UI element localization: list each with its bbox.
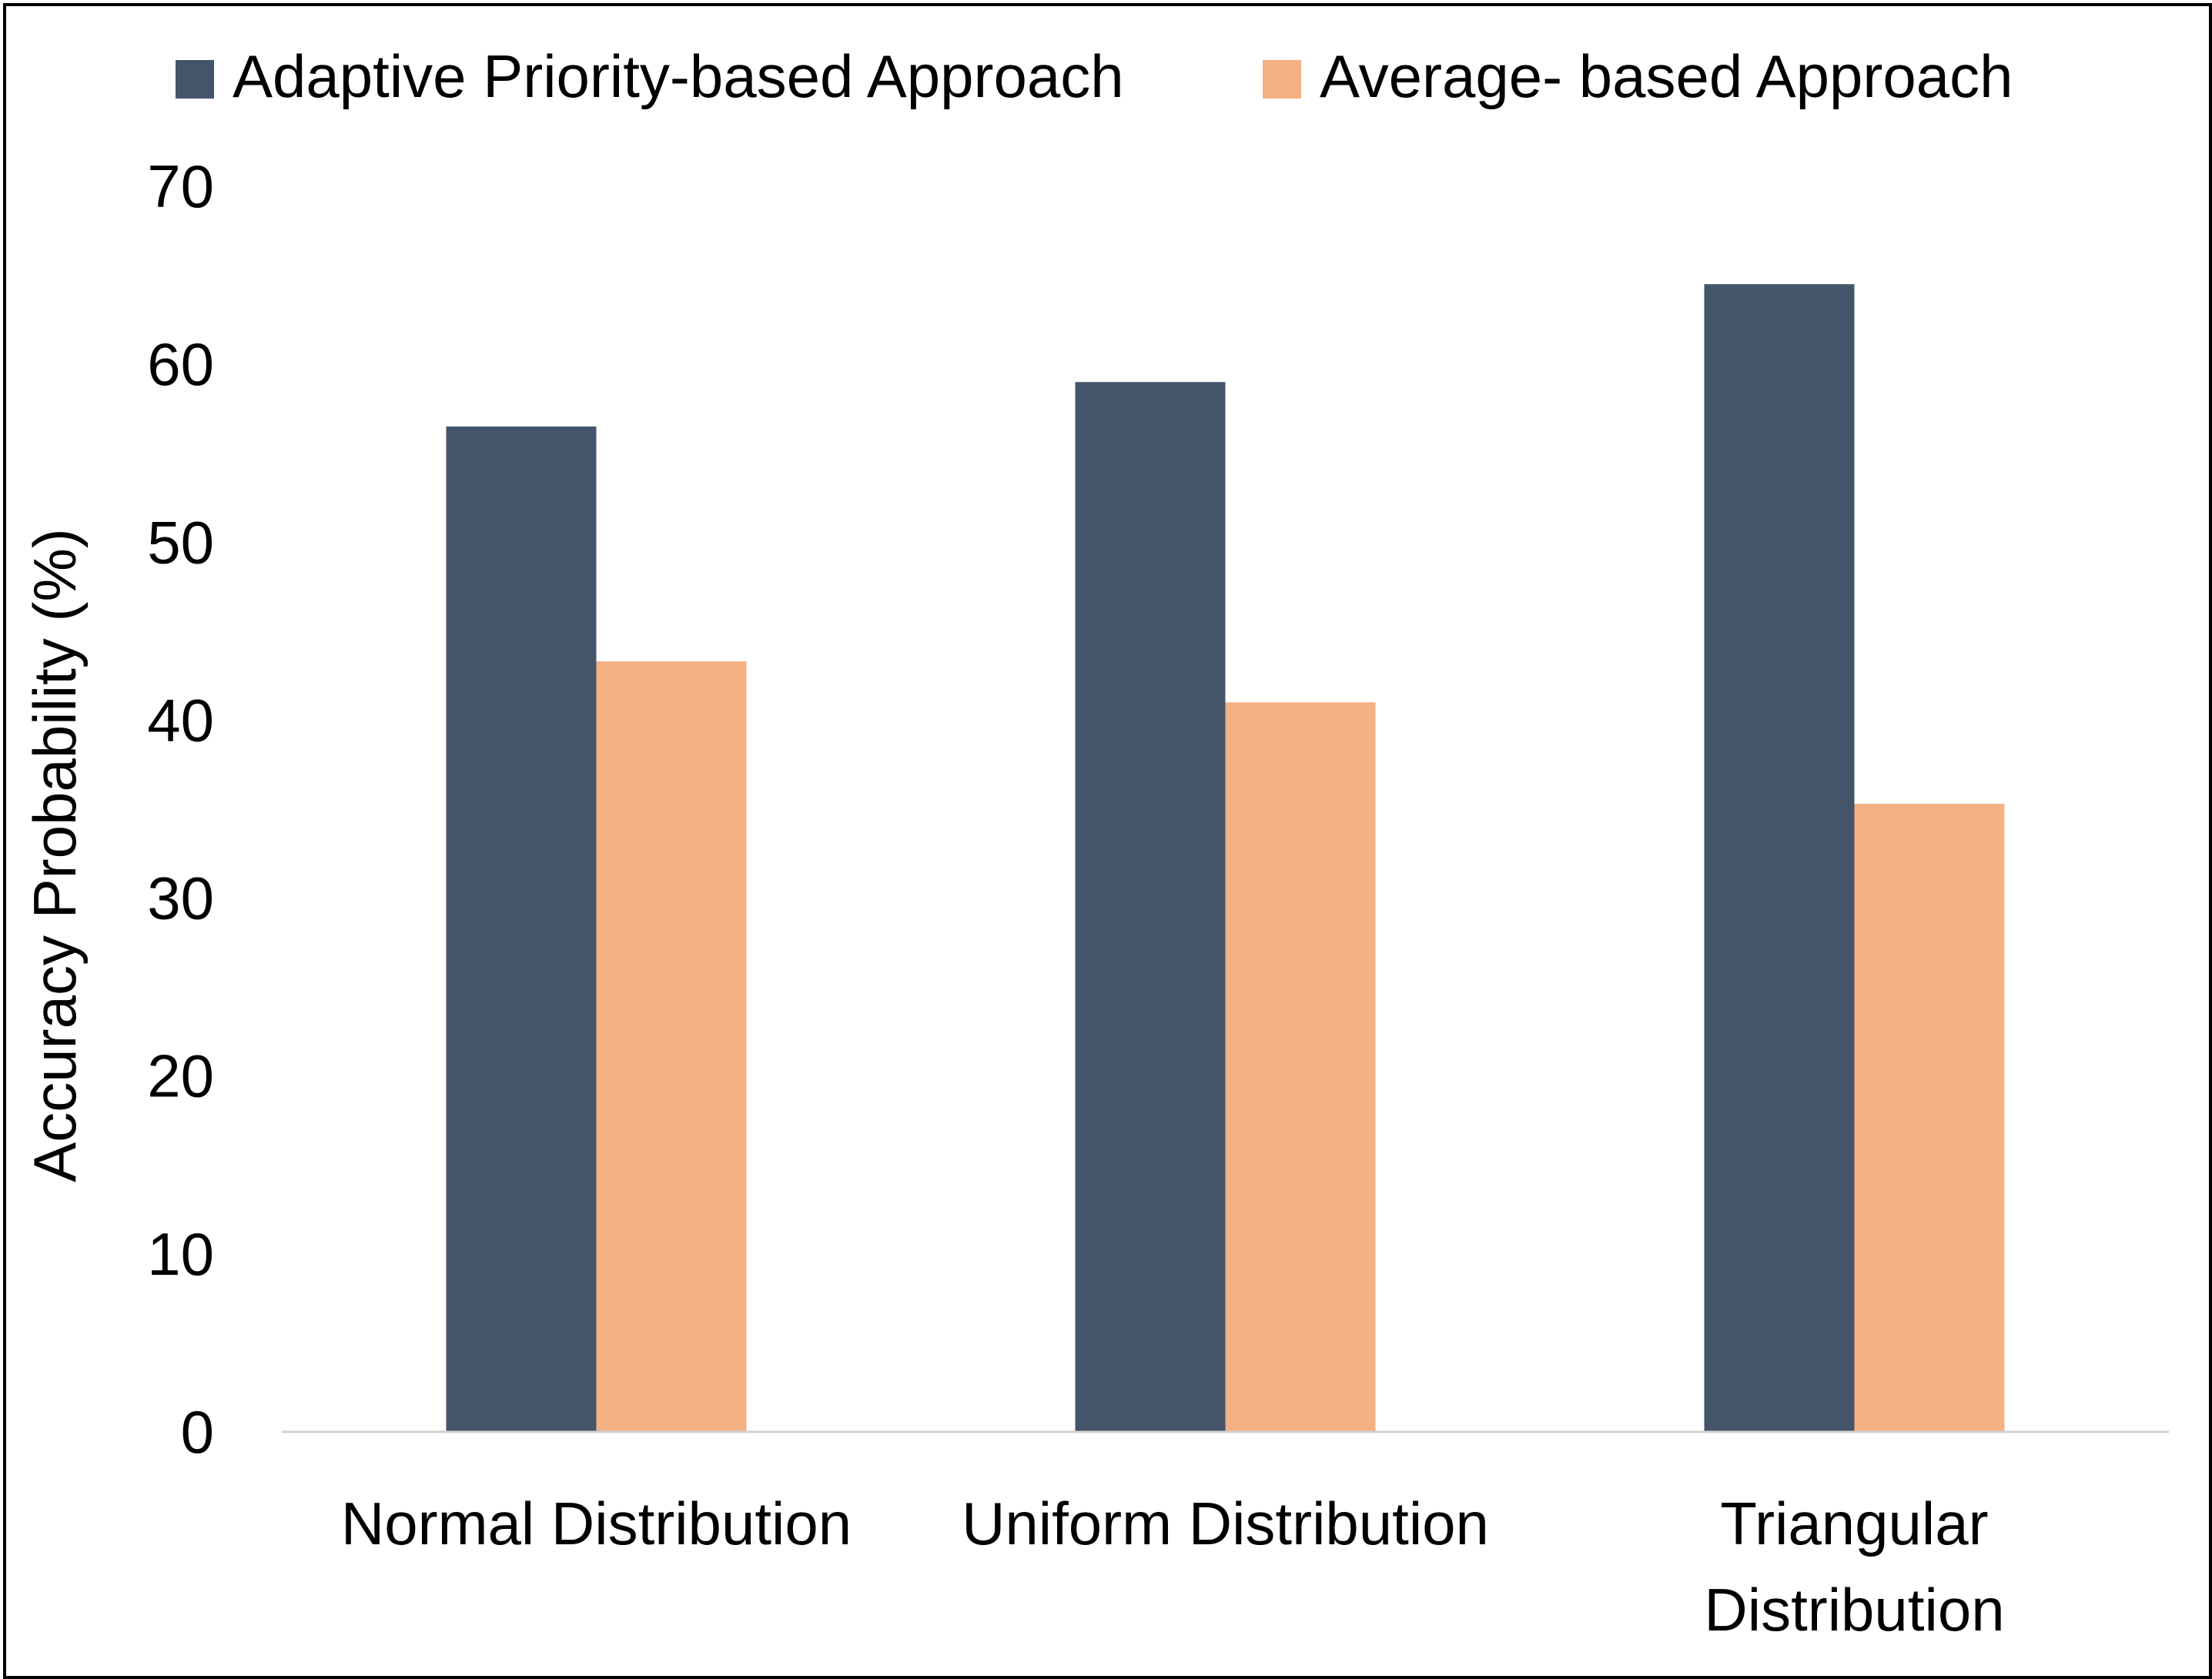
y-tick-label: 20 [147,1042,214,1110]
x-tick-label: Triangular [1720,1490,1988,1557]
y-tick-label: 0 [181,1398,214,1466]
y-axis-title: Accuracy Probability (%) [21,528,89,1182]
x-tick-label: Distribution [1704,1576,2004,1644]
legend-label: Average- based Approach [1320,42,2013,110]
legend-swatch [1263,60,1301,99]
bar[interactable] [1704,284,1855,1433]
y-axis: 0 10 20 30 40 50 60 70 Accuracy Probability (%) [21,152,214,1466]
bar-chart: Adaptive Priority-based Approach Average-… [21,42,2169,1644]
legend-label: Adaptive Priority-based Approach [233,42,1124,110]
bar[interactable] [596,661,747,1432]
x-tick-label: Normal Distribution [341,1490,852,1557]
x-axis: Normal Distribution Uniform Distribution T… [341,1490,2005,1644]
bar[interactable] [446,426,597,1432]
y-tick-label: 30 [147,865,214,932]
bar[interactable] [1854,804,2005,1432]
chart-frame: Adaptive Priority-based Approach Average-… [3,3,2212,1679]
y-tick-label: 10 [147,1220,214,1288]
y-tick-label: 50 [147,508,214,576]
y-tick-label: 70 [147,152,214,220]
x-tick-label: Uniform Distribution [962,1490,1489,1557]
bar[interactable] [1225,702,1376,1432]
y-tick-label: 60 [147,330,214,398]
y-tick-label: 40 [147,686,214,754]
bars [446,284,2005,1433]
bar[interactable] [1075,382,1226,1433]
legend: Adaptive Priority-based Approach Average-… [176,42,2013,110]
legend-swatch [176,60,214,99]
